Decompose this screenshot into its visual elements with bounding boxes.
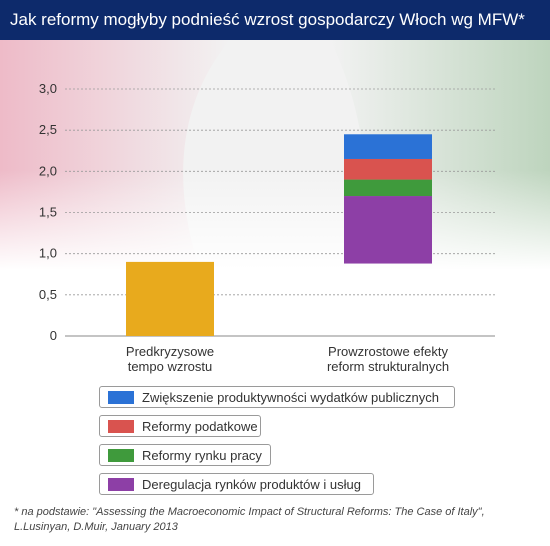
footnote: * na podstawie: "Assessing the Macroecon… (14, 506, 485, 533)
legend-swatch (108, 390, 134, 404)
bar-segment (344, 134, 432, 159)
chart-title: Jak reformy mogłyby podnieść wzrost gosp… (0, 0, 550, 40)
legend-item: Reformy podatkowe (99, 415, 261, 437)
y-tick-label: 3,0 (39, 81, 57, 96)
category-label: reform strukturalnych (327, 359, 449, 374)
category-label: tempo wzrostu (128, 359, 213, 374)
category-label: Prowzrostowe efekty (328, 344, 448, 359)
bar-segment (344, 196, 432, 264)
legend-label: Zwiększenie produktywności wydatków publ… (142, 389, 439, 405)
bar-segment (344, 158, 432, 180)
y-tick-label: 0,5 (39, 287, 57, 302)
y-tick-label: 0 (50, 328, 57, 343)
y-tick-label: 2,0 (39, 163, 57, 178)
legend-swatch (108, 419, 134, 433)
legend-label: Reformy podatkowe (142, 418, 258, 434)
legend-swatch (108, 448, 134, 462)
bar-segment (344, 179, 432, 197)
category-label: Predkryzysowe (126, 344, 214, 359)
bar-segment (126, 261, 214, 336)
legend-swatch (108, 477, 134, 491)
legend-label: Deregulacja rynków produktów i usług (142, 476, 361, 492)
y-tick-label: 2,5 (39, 122, 57, 137)
legend-item: Reformy rynku pracy (99, 444, 271, 466)
legend-label: Reformy rynku pracy (142, 447, 262, 463)
legend-item: Zwiększenie produktywności wydatków publ… (99, 386, 455, 408)
y-tick-label: 1,5 (39, 205, 57, 220)
chart-legend: Zwiększenie produktywności wydatków publ… (99, 386, 459, 502)
y-tick-label: 1,0 (39, 246, 57, 261)
legend-item: Deregulacja rynków produktów i usług (99, 473, 374, 495)
